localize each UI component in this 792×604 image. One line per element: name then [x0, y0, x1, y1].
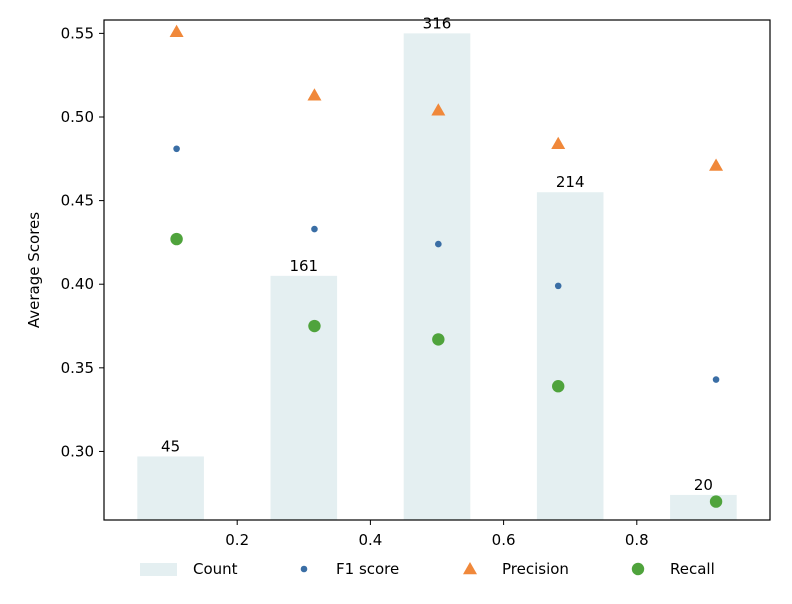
precision-point-2: [307, 88, 322, 101]
recall-point-1: [170, 232, 183, 246]
legend: Count F1 score Precision Recall: [140, 560, 715, 578]
legend-marker-recall: [631, 562, 645, 576]
series-layer: [169, 24, 724, 508]
y-tick-label-2: 0.35: [61, 359, 94, 377]
recall-point-5: [709, 495, 723, 508]
count-bar-label-2: 161: [289, 257, 318, 275]
axes-layer: 0.2 0.4 0.6 0.8 0.30 0.35 0.40 0.45 0.50 0.55: [61, 24, 649, 549]
legend-swatch-count: [140, 563, 177, 576]
precision-point-5: [709, 158, 724, 171]
legend-marker-f1-score: [300, 565, 308, 573]
legend-label-count: Count: [193, 560, 238, 578]
f1-score-point-2: [311, 225, 318, 233]
x-tick-label-4: 0.8: [625, 531, 649, 549]
x-tick-label-3: 0.6: [492, 531, 516, 549]
x-tick-label-1: 0.2: [225, 531, 249, 549]
count-bar-4: [536, 192, 604, 521]
precision-point-3: [431, 103, 446, 116]
y-tick-label-6: 0.55: [61, 24, 94, 42]
y-tick-label-3: 0.40: [61, 275, 94, 293]
count-bar-2: [270, 275, 338, 520]
plot-frame: [103, 19, 771, 521]
legend-label-precision: Precision: [502, 560, 569, 578]
f1-score-point-4: [554, 282, 562, 290]
recall-point-3: [432, 333, 445, 346]
y-tick-label-1: 0.30: [61, 442, 94, 460]
count-bar-5: [670, 494, 737, 520]
recall-point-4: [552, 380, 565, 393]
count-bar-label-5: 20: [694, 476, 713, 494]
recall-point-2: [308, 319, 321, 333]
y-axis-title: Average Scores: [25, 212, 43, 328]
legend-marker-precision: [463, 562, 477, 575]
count-bar-label-3: 316: [423, 14, 452, 32]
precision-point-4: [551, 136, 566, 149]
count-bar-label-4: 214: [556, 173, 585, 191]
count-bar-1: [137, 456, 204, 520]
bars-layer: 45 161 316 214 20: [137, 14, 737, 521]
f1-score-point-5: [712, 376, 720, 383]
f1-score-point-3: [435, 240, 442, 248]
y-tick-label-4: 0.45: [61, 192, 94, 210]
legend-label-recall: Recall: [670, 560, 715, 578]
x-tick-label-2: 0.4: [358, 531, 382, 549]
legend-label-f1-score: F1 score: [336, 560, 399, 578]
precision-point-1: [169, 24, 184, 37]
y-tick-label-5: 0.50: [61, 108, 94, 126]
f1-score-point-1: [173, 145, 180, 153]
count-bar-label-1: 45: [161, 437, 180, 455]
